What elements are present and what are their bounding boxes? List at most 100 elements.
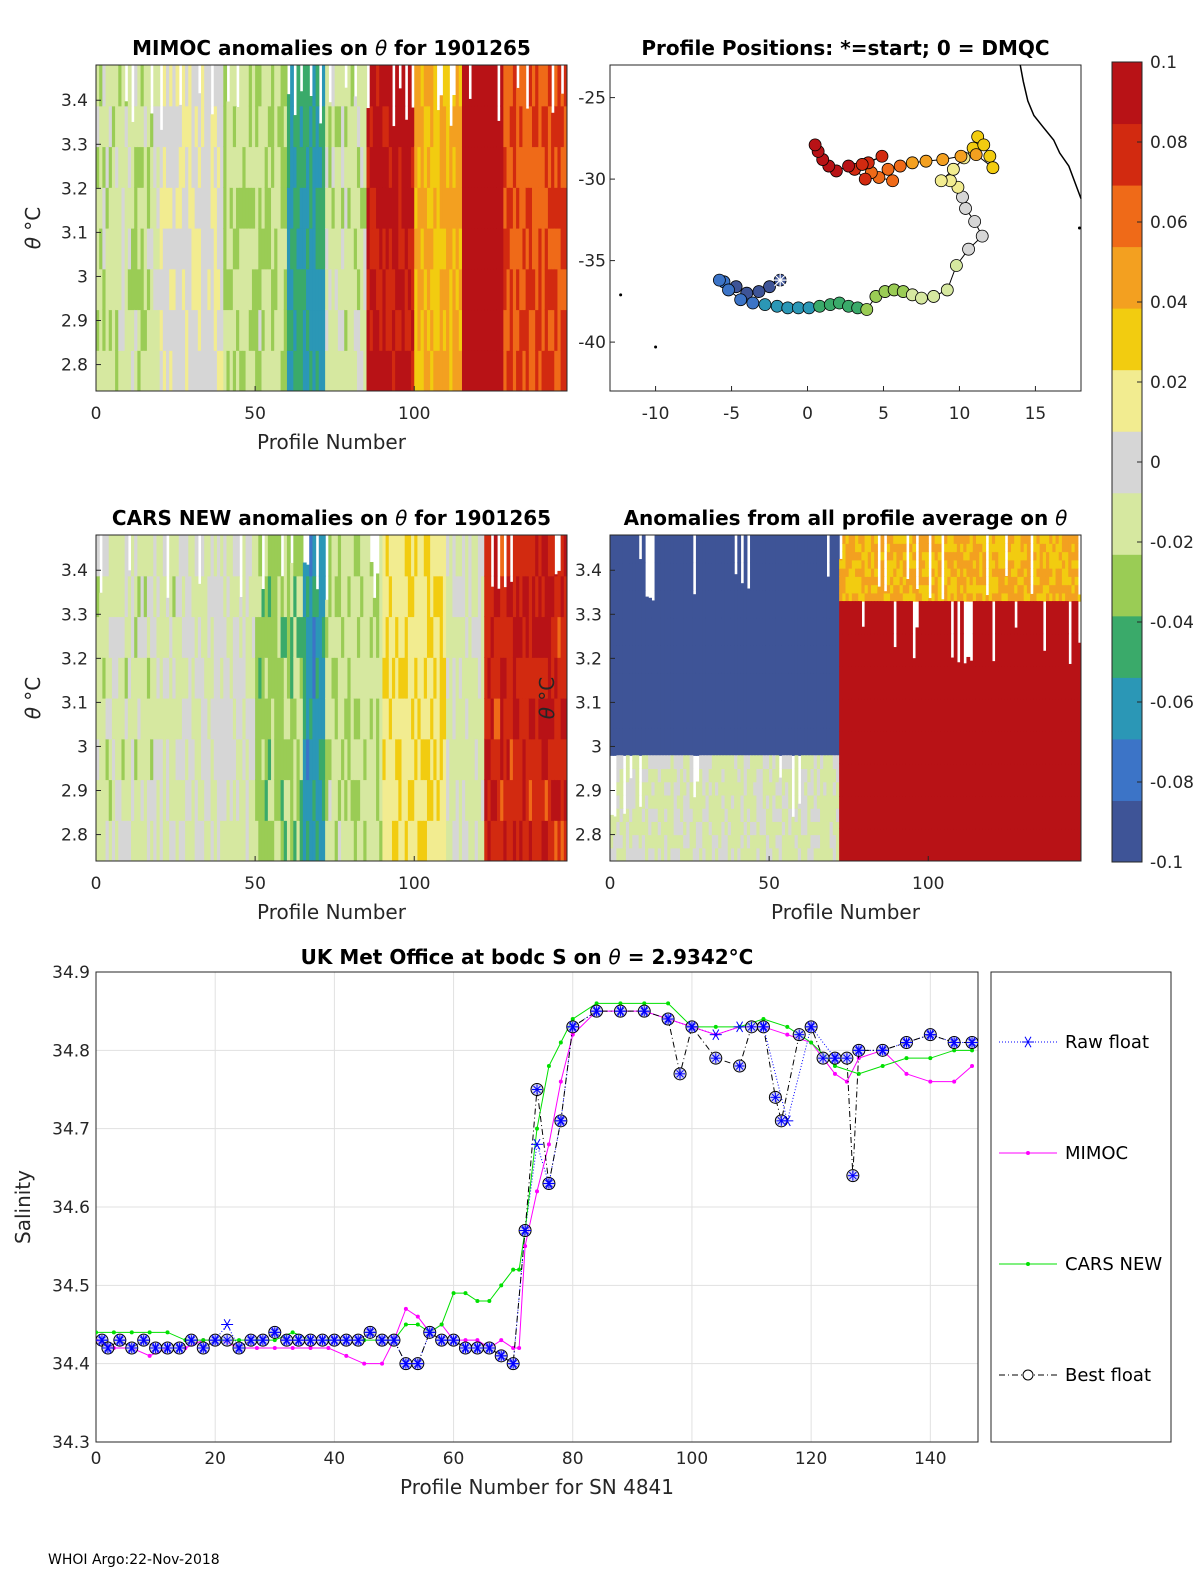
allprofile-cell <box>960 551 964 561</box>
cars-cell <box>99 592 103 618</box>
mimoc-cell <box>312 309 317 351</box>
mimoc-cell <box>150 350 154 391</box>
allprofile-cell <box>781 808 786 822</box>
mimoc-cell <box>331 268 336 311</box>
allprofile-cell <box>619 821 624 836</box>
cars-cell <box>487 738 492 781</box>
allprofile-cell <box>1055 763 1060 797</box>
profile-position-marker <box>986 161 1000 175</box>
cars-cell <box>490 698 495 740</box>
series-point-mimoc <box>326 1346 331 1350</box>
allprofile-cell <box>778 808 783 822</box>
cars-cell <box>560 698 565 740</box>
allprofile-cell <box>645 768 649 783</box>
allprofile-cell <box>746 794 751 809</box>
cars-cell <box>271 575 275 618</box>
allprofile-cell <box>979 666 983 700</box>
allprofile-cell <box>893 796 898 830</box>
cars-cell <box>321 657 326 699</box>
allprofile-cell <box>702 821 707 836</box>
allprofile-cell <box>1017 698 1022 732</box>
allprofile-cell <box>622 700 627 729</box>
allprofile-cell <box>1049 551 1053 561</box>
allprofile-cell <box>950 551 955 561</box>
cars-cell <box>525 616 530 658</box>
allprofile-cell <box>1020 592 1025 602</box>
allprofile-cell <box>664 590 668 619</box>
allprofile-cell <box>734 727 738 756</box>
allprofile-cell <box>848 601 853 635</box>
allprofile-cell <box>810 562 815 591</box>
cars-cell <box>178 779 183 821</box>
allprofile-cell <box>641 535 646 564</box>
allprofile-cell <box>832 700 837 729</box>
allprofile-cell <box>848 796 853 830</box>
mimoc-cell <box>461 228 466 270</box>
allprofile-cell <box>1065 592 1069 602</box>
allprofile-cell <box>915 763 920 797</box>
mimoc-cell <box>162 350 167 391</box>
allprofile-cell <box>667 847 672 861</box>
cars-cell <box>283 779 288 821</box>
cars-cell <box>490 779 495 821</box>
mimoc-cell <box>223 65 228 107</box>
series-point-mimoc <box>403 1306 408 1311</box>
allprofile-cell <box>746 755 751 770</box>
allprofile-cell <box>1014 763 1018 797</box>
allprofile-cell <box>765 590 770 619</box>
allprofile-cell <box>950 584 955 594</box>
allprofile-cell <box>1039 551 1044 561</box>
mimoc-cell <box>544 350 549 391</box>
allprofile-cell <box>937 666 942 700</box>
mimoc-cell <box>347 105 352 148</box>
allprofile-cell <box>800 590 805 619</box>
allprofile-cell <box>972 698 977 732</box>
mimoc-cell <box>264 105 269 148</box>
mimoc-cell <box>449 309 454 351</box>
cars-cell <box>115 535 119 577</box>
mimoc-cell <box>267 350 272 391</box>
mimoc-cell <box>194 65 199 107</box>
allprofile-cell <box>1017 584 1022 594</box>
allprofile-cell <box>775 847 780 861</box>
allprofile-cell <box>972 633 977 667</box>
cars-cell <box>306 738 310 781</box>
mimoc-cell <box>229 105 234 148</box>
cars-cell <box>404 698 409 740</box>
cars-cell <box>166 597 170 618</box>
allprofile-cell <box>832 590 837 619</box>
allprofile-cell <box>899 666 904 700</box>
allprofile-cell <box>909 535 913 544</box>
mimoc-cell <box>191 105 196 148</box>
allprofile-cell <box>660 727 665 756</box>
cars-cell <box>251 738 256 781</box>
cars-cell <box>146 535 151 577</box>
allprofile-cell <box>909 568 913 577</box>
allprofile-cell <box>708 781 713 796</box>
allprofile-cell <box>823 672 828 701</box>
allprofile-cell <box>995 584 999 594</box>
allprofile-cell <box>635 808 640 822</box>
cars-cell <box>455 657 460 699</box>
allprofile-cell <box>651 600 656 619</box>
allprofile-cell <box>641 590 646 619</box>
allprofile-cell <box>966 828 971 861</box>
allprofile-cell <box>1055 666 1060 700</box>
cars-cell <box>503 738 508 781</box>
cars-cell <box>251 616 256 658</box>
allprofile-cell <box>845 796 850 830</box>
cars-cell <box>554 738 559 781</box>
allprofile-cell <box>657 821 662 836</box>
cars-cell <box>302 562 307 577</box>
allprofile-cell <box>762 847 767 861</box>
cars-cell <box>512 575 517 618</box>
mimoc-cell <box>306 228 310 270</box>
cars-cell <box>188 535 193 577</box>
allprofile-cell <box>660 700 665 729</box>
cars-cell <box>541 575 546 618</box>
allprofile-cell <box>921 731 926 765</box>
allprofile-cell <box>1026 543 1031 553</box>
allprofile-cell <box>870 796 875 830</box>
allprofile-cell <box>835 834 840 849</box>
cars-cell <box>204 616 208 658</box>
